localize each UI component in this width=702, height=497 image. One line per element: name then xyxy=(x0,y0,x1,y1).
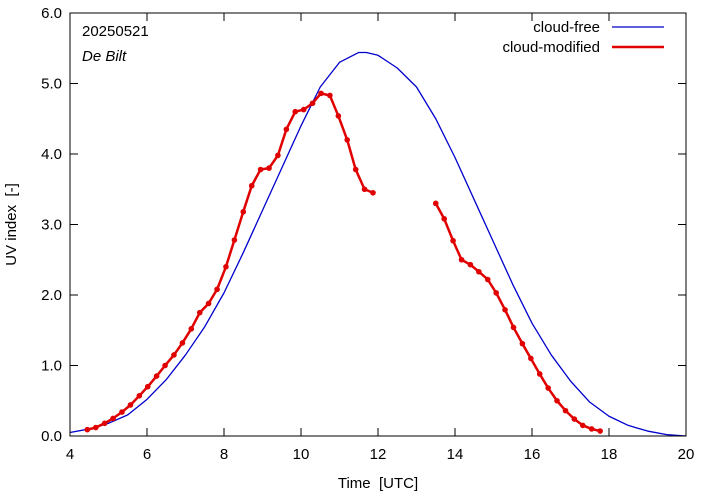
data-point-cloud-modified xyxy=(171,352,177,358)
x-axis-label: Time [UTC] xyxy=(338,475,418,492)
data-point-cloud-modified xyxy=(571,416,578,422)
x-tick-label: 12 xyxy=(370,446,387,463)
data-point-cloud-modified xyxy=(196,309,203,316)
data-point-cloud-modified xyxy=(300,106,307,113)
y-tick-label: 0.0 xyxy=(41,428,62,445)
legend-label-cloud-modified: cloud-modified xyxy=(502,39,600,56)
data-point-cloud-modified xyxy=(240,209,247,215)
data-point-cloud-modified xyxy=(101,420,108,427)
data-point-cloud-modified xyxy=(292,108,299,115)
tick-labels: 4 6 8 10 12 14 16 18 20 0.0 1.0 2.0 3.0 4.0 5.0 6.0 xyxy=(41,5,694,463)
y-tick-label: 1.0 xyxy=(41,358,62,375)
data-point-cloud-modified xyxy=(127,402,134,408)
data-point-cloud-modified xyxy=(257,166,264,173)
data-point-cloud-modified xyxy=(309,100,316,107)
series-layer xyxy=(69,51,687,437)
data-point-cloud-modified xyxy=(136,393,143,399)
data-point-cloud-modified xyxy=(110,415,116,422)
series-line-cloud-modified xyxy=(87,92,374,431)
data-point-cloud-modified xyxy=(214,286,220,293)
data-point-cloud-modified xyxy=(441,216,448,222)
x-tick-label: 8 xyxy=(220,446,228,463)
data-point-cloud-modified xyxy=(597,428,603,434)
data-point-cloud-modified xyxy=(119,409,125,415)
data-point-cloud-modified xyxy=(318,90,324,97)
x-tick-label: 20 xyxy=(678,446,695,463)
data-point-cloud-modified xyxy=(562,407,569,414)
location-label: De Bilt xyxy=(82,48,127,65)
data-point-cloud-modified xyxy=(493,290,499,296)
data-point-cloud-modified xyxy=(519,340,526,347)
data-point-cloud-modified xyxy=(248,182,255,189)
y-tick-label: 6.0 xyxy=(41,5,62,22)
data-point-cloud-modified xyxy=(352,166,359,173)
y-tick-label: 5.0 xyxy=(41,76,62,93)
data-point-cloud-modified xyxy=(370,189,376,196)
data-point-cloud-modified xyxy=(450,237,456,244)
data-point-cloud-modified xyxy=(335,113,342,119)
data-point-cloud-modified xyxy=(283,126,290,133)
data-point-cloud-modified xyxy=(432,200,439,207)
data-point-cloud-modified xyxy=(554,397,560,404)
data-point-cloud-modified xyxy=(361,186,368,193)
x-tick-label: 10 xyxy=(293,446,310,463)
data-point-cloud-modified xyxy=(223,264,229,270)
data-point-cloud-modified xyxy=(484,276,491,283)
data-point-cloud-modified xyxy=(502,307,508,313)
y-axis-label: UV index [-] xyxy=(3,183,20,266)
x-tick-label: 14 xyxy=(447,446,464,463)
data-point-cloud-modified xyxy=(153,373,160,379)
x-tick-label: 16 xyxy=(524,446,541,463)
y-tick-label: 4.0 xyxy=(41,146,62,163)
data-point-cloud-modified xyxy=(344,137,351,143)
data-point-cloud-modified xyxy=(231,237,238,243)
plot-frame xyxy=(69,12,687,437)
data-point-cloud-modified xyxy=(93,424,99,431)
data-point-cloud-modified xyxy=(510,324,517,331)
y-tick-label: 3.0 xyxy=(41,217,62,234)
data-point-cloud-modified xyxy=(266,165,272,171)
data-point-cloud-modified xyxy=(84,426,91,433)
y-tick-label: 2.0 xyxy=(41,287,62,304)
legend: cloud-free cloud-modified xyxy=(502,19,664,56)
data-point-cloud-modified xyxy=(545,385,551,391)
series-line-cloud-free xyxy=(69,51,687,437)
data-point-cloud-modified xyxy=(327,92,333,99)
x-tick-label: 18 xyxy=(601,446,618,463)
date-label: 20250521 xyxy=(82,23,149,40)
legend-label-cloud-free: cloud-free xyxy=(533,19,600,36)
data-point-cloud-modified xyxy=(467,261,474,268)
data-point-cloud-modified xyxy=(144,383,151,390)
data-point-cloud-modified xyxy=(205,300,212,307)
data-point-cloud-modified xyxy=(528,355,534,362)
data-point-cloud-modified xyxy=(580,422,586,429)
x-tick-label: 6 xyxy=(143,446,151,463)
data-point-cloud-modified xyxy=(188,326,195,332)
data-point-cloud-modified xyxy=(588,426,595,432)
data-point-cloud-modified xyxy=(162,362,168,369)
data-point-cloud-modified xyxy=(536,371,543,377)
data-point-cloud-modified xyxy=(476,268,482,275)
data-point-cloud-modified xyxy=(179,340,186,346)
x-tick-label: 4 xyxy=(66,446,74,463)
data-point-cloud-modified xyxy=(458,256,465,263)
data-point-cloud-modified xyxy=(275,152,281,159)
